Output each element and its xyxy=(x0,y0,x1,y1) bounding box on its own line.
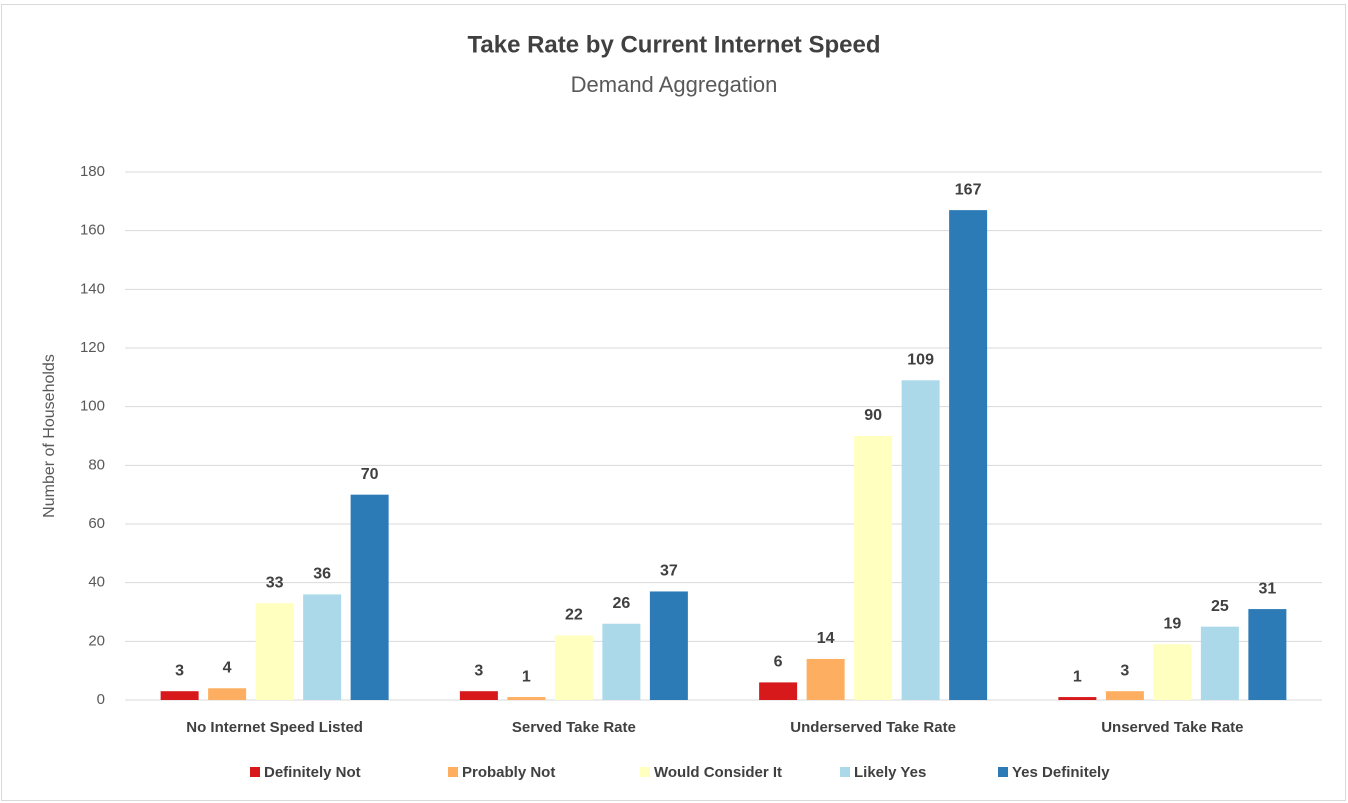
bar xyxy=(806,658,845,700)
bar xyxy=(1058,697,1097,700)
data-label: 1 xyxy=(1073,668,1082,685)
chart-title: Take Rate by Current Internet Speed xyxy=(468,31,881,58)
data-label: 3 xyxy=(175,662,184,679)
bar xyxy=(350,494,389,700)
bar xyxy=(1248,609,1287,700)
legend-label: Definitely Not xyxy=(264,764,361,781)
bar xyxy=(208,688,247,700)
legend-swatch xyxy=(448,767,458,777)
data-label: 33 xyxy=(266,574,284,591)
data-label: 4 xyxy=(223,659,232,676)
y-tick-label: 180 xyxy=(80,163,105,180)
legend-label: Probably Not xyxy=(462,764,555,781)
data-label: 70 xyxy=(361,466,379,483)
data-label: 109 xyxy=(907,351,934,368)
y-tick-label: 40 xyxy=(88,574,105,591)
data-label: 90 xyxy=(864,407,882,424)
legend-swatch xyxy=(998,767,1008,777)
y-tick-label: 160 xyxy=(80,222,105,239)
y-tick-label: 140 xyxy=(80,280,105,297)
x-tick-label: Underserved Take Rate xyxy=(790,719,956,736)
x-tick-label: No Internet Speed Listed xyxy=(186,719,363,736)
legend-swatch xyxy=(640,767,650,777)
data-label: 3 xyxy=(1120,662,1129,679)
data-label: 3 xyxy=(474,662,483,679)
data-label: 36 xyxy=(313,566,331,583)
bar xyxy=(949,210,988,700)
data-label: 31 xyxy=(1258,580,1276,597)
data-label: 22 xyxy=(565,607,583,624)
data-label: 19 xyxy=(1163,615,1181,632)
bar xyxy=(602,623,641,700)
bar xyxy=(649,591,688,700)
x-tick-label: Unserved Take Rate xyxy=(1101,719,1243,736)
bar xyxy=(759,682,798,700)
y-tick-label: 0 xyxy=(97,691,105,708)
legend-label: Would Consider It xyxy=(654,764,782,781)
legend-label: Yes Definitely xyxy=(1012,764,1110,781)
bar xyxy=(160,691,199,700)
legend-swatch xyxy=(840,767,850,777)
data-label: 26 xyxy=(612,595,630,612)
data-label: 1 xyxy=(522,668,531,685)
data-label: 14 xyxy=(817,630,835,647)
legend-swatch xyxy=(250,767,260,777)
bar xyxy=(1200,626,1239,700)
y-tick-label: 60 xyxy=(88,515,105,532)
bar xyxy=(554,635,593,700)
bar xyxy=(255,603,294,700)
bar xyxy=(901,380,940,700)
y-tick-label: 80 xyxy=(88,456,105,473)
data-label: 6 xyxy=(774,654,783,671)
chart-subtitle: Demand Aggregation xyxy=(571,72,778,97)
bar xyxy=(1105,691,1144,700)
bar xyxy=(854,436,893,700)
bar xyxy=(507,697,546,700)
data-label: 37 xyxy=(660,563,678,580)
bar xyxy=(459,691,498,700)
y-tick-label: 20 xyxy=(88,632,105,649)
data-label: 167 xyxy=(955,181,982,198)
bar xyxy=(1153,644,1192,700)
x-tick-label: Served Take Rate xyxy=(512,719,636,736)
y-tick-label: 100 xyxy=(80,398,105,415)
y-axis-label: Number of Households xyxy=(41,354,58,518)
legend-label: Likely Yes xyxy=(854,764,926,781)
y-tick-label: 120 xyxy=(80,339,105,356)
data-label: 25 xyxy=(1211,598,1229,615)
bar xyxy=(303,594,342,700)
